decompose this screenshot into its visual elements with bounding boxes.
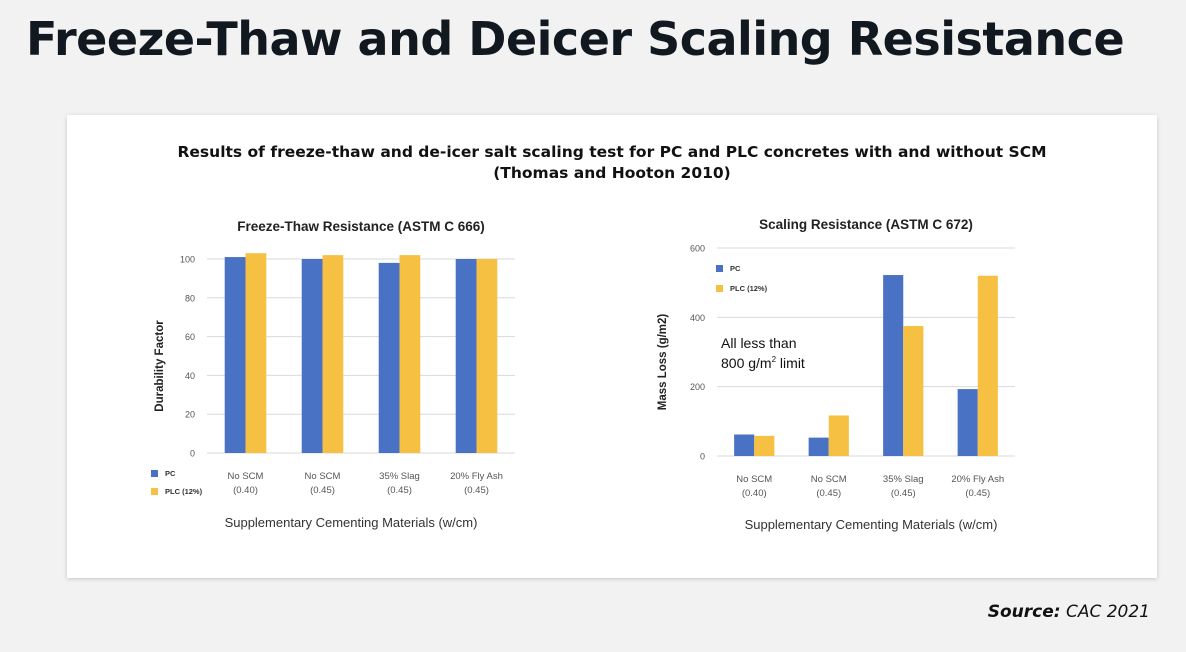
chart1-legend-label: PLC (12%) — [165, 487, 203, 496]
chart1-category-label: 35% Slag — [379, 471, 420, 482]
chart1-bar-plc — [476, 259, 498, 453]
source-label: Source: — [987, 602, 1061, 622]
chart1-category-sublabel: (0.45) — [464, 485, 489, 496]
chart2-bar-plc — [754, 435, 775, 456]
chart1-bar-plc — [322, 255, 344, 453]
chart2-category-sublabel: (0.45) — [965, 488, 990, 499]
chart2-ylabel: Mass Loss (g/m2) — [657, 314, 669, 411]
annotation-unit: 800 g/m — [721, 355, 772, 371]
chart1-category-sublabel: (0.45) — [387, 485, 412, 496]
chart2-bar-plc — [828, 415, 849, 456]
chart1-bar-plc — [399, 255, 421, 453]
chart2-bar-pc — [957, 389, 978, 456]
annotation-suffix: limit — [776, 355, 805, 371]
chart2-legend-swatch — [716, 265, 723, 272]
chart2-category-sublabel: (0.45) — [816, 488, 841, 499]
chart2-ytick-label: 400 — [690, 313, 705, 323]
chart1-ytick-label: 60 — [185, 332, 195, 342]
chart1-ytick-label: 0 — [190, 449, 195, 459]
chart1-bar-pc — [455, 259, 477, 453]
source-text: CAC 2021 — [1065, 602, 1150, 622]
chart2-category-sublabel: (0.40) — [742, 488, 767, 499]
chart2-bar-pc — [808, 437, 829, 456]
charts-svg: Freeze-Thaw Resistance (ASTM C 666)02040… — [151, 217, 1015, 532]
chart2-annotation-line1: All less than — [721, 335, 796, 351]
slide-title: Freeze-Thaw and Deicer Scaling Resistanc… — [26, 12, 1125, 66]
chart1-legend-swatch — [151, 470, 158, 477]
chart1-bar-pc — [224, 257, 246, 453]
chart1-ytick-label: 100 — [180, 255, 195, 265]
panel-title: Results of freeze-thaw and de-icer salt … — [67, 142, 1157, 184]
panel-title-line2: (Thomas and Hooton 2010) — [493, 164, 731, 182]
chart1-category-label: 20% Fly Ash — [450, 471, 503, 482]
chart2-annotation-line2: 800 g/m2 limit — [721, 355, 805, 371]
chart2-bar-pc — [734, 434, 755, 456]
chart1-legend-label: PC — [165, 469, 176, 478]
chart1-bar-plc — [245, 253, 267, 453]
chart1-ylabel: Durability Factor — [154, 320, 166, 412]
chart1-title: Freeze-Thaw Resistance (ASTM C 666) — [237, 219, 485, 234]
chart2-ytick-label: 600 — [690, 244, 705, 254]
source-citation: Source: CAC 2021 — [988, 602, 1150, 622]
annotation-superscript: 2 — [772, 355, 777, 364]
chart1-ytick-label: 40 — [185, 371, 195, 381]
chart2-category-sublabel: (0.45) — [891, 488, 916, 499]
chart2-bar-plc — [977, 275, 998, 456]
chart2-category-label: 20% Fly Ash — [951, 474, 1004, 485]
chart1-bar-pc — [378, 262, 400, 453]
chart2-ytick-label: 200 — [690, 382, 705, 392]
chart2-legend-label: PC — [730, 264, 741, 273]
panel-title-line1: Results of freeze-thaw and de-icer salt … — [177, 143, 1047, 161]
chart2-category-label: No SCM — [811, 474, 847, 485]
chart2-legend-label: PLC (12%) — [730, 284, 768, 293]
chart2-title: Scaling Resistance (ASTM C 672) — [759, 217, 973, 232]
chart1-category-label: No SCM — [305, 471, 341, 482]
chart1-bar-pc — [301, 259, 323, 453]
chart1-ytick-label: 20 — [185, 410, 195, 420]
chart1-xlabel: Supplementary Cementing Materials (w/cm) — [225, 515, 478, 530]
figure-panel: Results of freeze-thaw and de-icer salt … — [67, 115, 1157, 578]
chart2-category-label: 35% Slag — [883, 474, 924, 485]
chart1-legend-swatch — [151, 488, 158, 495]
chart2-legend-swatch — [716, 285, 723, 292]
chart2-ytick-label: 0 — [700, 452, 705, 462]
chart2-bar-pc — [883, 275, 904, 456]
chart1-category-sublabel: (0.40) — [233, 485, 258, 496]
chart1-category-label: No SCM — [228, 471, 264, 482]
chart2-xlabel: Supplementary Cementing Materials (w/cm) — [745, 517, 998, 532]
chart1-ytick-label: 80 — [185, 293, 195, 303]
chart2-category-label: No SCM — [736, 474, 772, 485]
chart2-bar-plc — [903, 326, 924, 456]
chart1-category-sublabel: (0.45) — [310, 485, 335, 496]
